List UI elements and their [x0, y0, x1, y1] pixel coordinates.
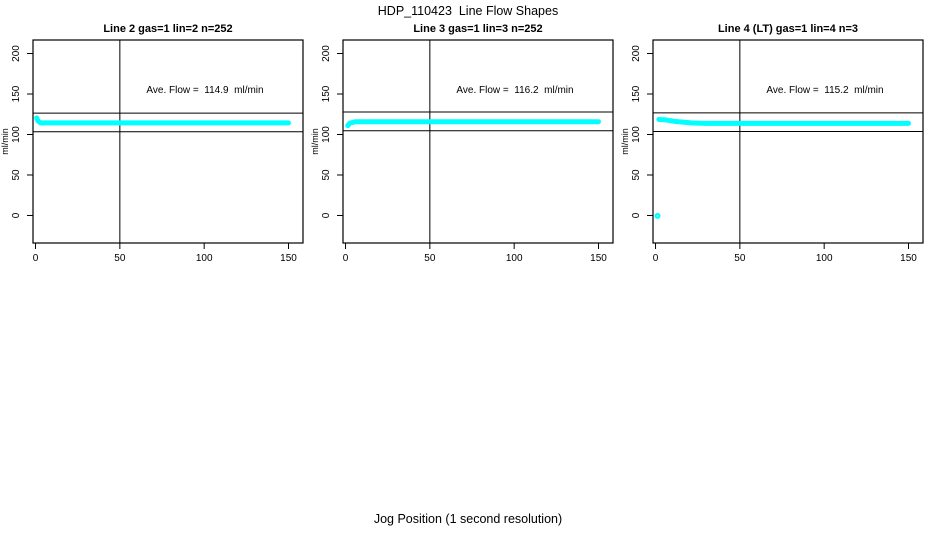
x-tick-label: 100 — [506, 253, 523, 264]
ave-flow-annotation: Ave. Flow = 114.9 ml/min — [146, 85, 264, 96]
x-tick-label: 150 — [900, 253, 917, 264]
chart-line-3-svg: 0 50 100 150 0 50 100 150 200 ml/min — [310, 39, 614, 264]
main-title: HDP_110423 Line Flow Shapes — [377, 4, 559, 18]
y-axis-unit-label: ml/min — [620, 128, 630, 155]
subplot-title: Line 2 gas=1 lin=2 n=252 — [103, 23, 233, 35]
x-tick-label: 0 — [343, 253, 349, 264]
y-axis-unit-label: ml/min — [0, 128, 10, 155]
x-tick-label: 0 — [33, 253, 39, 264]
subplot-title: Line 3 gas=1 lin=3 n=252 — [413, 23, 543, 35]
x-tick-label: 150 — [590, 253, 607, 264]
flow-data-band — [345, 119, 601, 129]
y-tick-label: 200 — [631, 45, 642, 62]
y-tick-label: 0 — [631, 212, 642, 218]
chart-line-2-svg: 0 50 100 150 0 50 100 150 200 ml/min — [0, 39, 304, 264]
x-tick-label: 0 — [653, 253, 659, 264]
plot-border — [32, 39, 304, 244]
y-tick-label: 200 — [321, 45, 332, 62]
x-axis-label: Jog Position (1 second resolution) — [373, 512, 563, 526]
x-tick-label: 50 — [734, 253, 746, 264]
x-tick-label: 100 — [816, 253, 833, 264]
subplot-line-3: 0 50 100 150 0 50 100 150 200 ml/min Line 3 gas=1… — [310, 0, 622, 280]
y-tick-label: 150 — [321, 85, 332, 102]
y-axis-unit-label: ml/min — [310, 128, 320, 155]
chart-line-4-svg: 0 50 100 150 0 50 100 150 200 ml/min — [620, 39, 924, 264]
outlier-point — [654, 212, 661, 219]
subplot-line-2: 0 50 100 150 0 50 100 150 200 ml/min Line 2 gas=1… — [0, 0, 312, 280]
x-tick-label: 100 — [196, 253, 213, 264]
ave-flow-annotation: Ave. Flow = 115.2 ml/min — [766, 85, 884, 96]
y-tick-label: 200 — [11, 45, 22, 62]
subplot-line-4: 0 50 100 150 0 50 100 150 200 ml/min Line 4 (LT) … — [620, 0, 932, 280]
x-tick-label: 50 — [114, 253, 126, 264]
y-tick-label: 0 — [321, 212, 332, 218]
y-tick-label: 50 — [11, 169, 22, 181]
y-tick-label: 50 — [321, 169, 332, 181]
y-tick-label: 0 — [11, 212, 22, 218]
y-tick-label: 150 — [631, 85, 642, 102]
x-tick-label: 150 — [280, 253, 297, 264]
y-tick-label: 100 — [321, 126, 332, 143]
plot-border — [342, 39, 614, 244]
y-tick-label: 100 — [11, 126, 22, 143]
subplot-title: Line 4 (LT) gas=1 lin=4 n=3 — [717, 23, 859, 35]
x-tick-label: 50 — [424, 253, 436, 264]
flow-data-band — [34, 115, 291, 126]
y-tick-label: 50 — [631, 169, 642, 181]
plot-border — [652, 39, 924, 244]
y-tick-label: 100 — [631, 126, 642, 143]
flow-data-band — [656, 116, 911, 126]
y-tick-label: 150 — [11, 85, 22, 102]
ave-flow-annotation: Ave. Flow = 116.2 ml/min — [456, 85, 574, 96]
